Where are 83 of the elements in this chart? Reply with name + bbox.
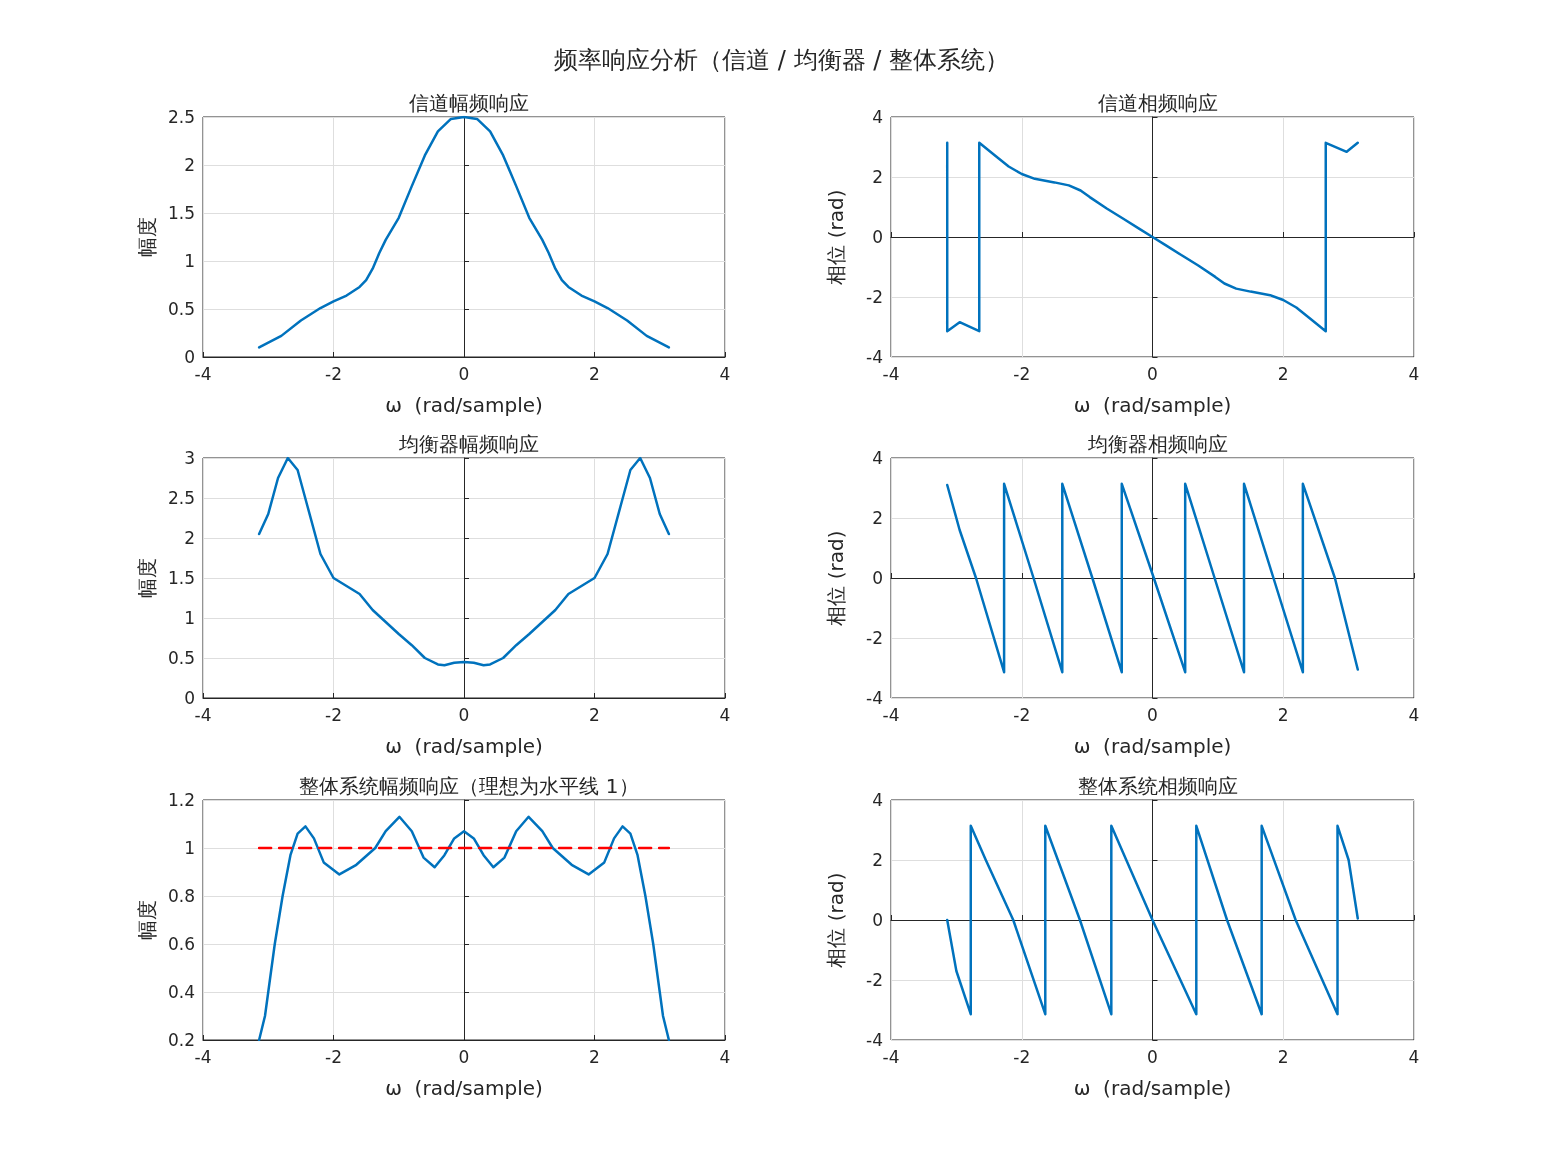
y-tick-label: -4 [866, 688, 883, 708]
x-tick-label: -2 [325, 1046, 342, 1067]
y-tick-label: 0.2 [167, 1030, 195, 1050]
y-tick-label: 2 [872, 167, 883, 187]
y-tick-label: 4 [872, 448, 883, 468]
x-tick-label: 0 [458, 1046, 470, 1067]
y-tick-label: -2 [866, 287, 883, 307]
y-tick-label: 0.8 [167, 886, 195, 906]
chart-title: 信道幅频响应 [409, 91, 529, 115]
x-tick-label: -2 [1013, 704, 1031, 725]
y-tick-label: 0.6 [167, 934, 195, 954]
x-tick-label: 0 [458, 363, 470, 384]
y-tick-label: 0.5 [167, 648, 195, 668]
x-tick-label: -2 [325, 704, 342, 725]
text: 频率响应分析（信道 / 均衡器 / 整体系统） [553, 45, 1010, 76]
chart-title: 信道相频响应 [1097, 91, 1218, 115]
chart-title: 整体系统相频响应 [1077, 774, 1238, 798]
y-tick-label: 0 [184, 347, 195, 367]
x-tick-label: 0 [458, 704, 470, 725]
y-tick-label: 2 [872, 850, 883, 870]
x-axis-title: ω (rad/sample) [385, 1076, 543, 1100]
y-tick-label: 1 [184, 251, 195, 271]
x-tick-label: 2 [589, 704, 600, 725]
y-axis-title: 相位 (rad) [824, 872, 848, 968]
y-tick-label: 1 [184, 838, 195, 858]
line-series [945, 824, 1360, 1016]
x-tick-label: 2 [1277, 1046, 1289, 1067]
y-tick-label: 4 [872, 107, 883, 127]
y-tick-label: 1.5 [167, 568, 195, 588]
x-tick-label: 4 [719, 704, 731, 725]
x-tick-label: 4 [1408, 704, 1420, 725]
y-tick-label: 1.5 [167, 203, 195, 223]
x-axis-title: ω (rad/sample) [1073, 1076, 1232, 1100]
y-tick-label: 0 [872, 910, 883, 930]
chart-title: 均衡器相频响应 [1086, 432, 1228, 456]
x-tick-label: 4 [719, 363, 731, 384]
y-tick-label: 2.5 [167, 107, 195, 127]
x-axis-title: ω (rad/sample) [1073, 734, 1232, 758]
x-tick-label: 2 [589, 363, 600, 384]
y-tick-label: -2 [866, 628, 883, 648]
line-series [257, 115, 671, 349]
y-tick-label: 0 [184, 688, 195, 708]
y-tick-label: 2 [184, 528, 195, 548]
x-tick-label: -2 [1013, 1046, 1031, 1067]
x-tick-label: 0 [1147, 1046, 1158, 1067]
y-tick-label: 3 [184, 448, 195, 468]
line-series [257, 815, 671, 1042]
y-axis-title: 幅度 [135, 900, 160, 940]
y-axis-title: 幅度 [135, 217, 160, 257]
x-tick-label: 0 [1147, 704, 1158, 725]
x-tick-label: -2 [325, 363, 342, 384]
line-series [945, 482, 1360, 674]
y-tick-label: 0 [872, 227, 883, 247]
y-tick-label: -4 [866, 347, 883, 367]
x-tick-label: 2 [1277, 704, 1289, 725]
y-tick-label: 4 [872, 790, 883, 810]
y-tick-label: 2.5 [167, 488, 195, 508]
y-tick-label: 0.4 [167, 982, 195, 1002]
y-axis-title: 幅度 [135, 558, 160, 598]
x-tick-label: 4 [1408, 363, 1420, 384]
line-series [945, 141, 1360, 333]
chart-title: 整体系统幅频响应（理想为水平线 1） [299, 774, 639, 798]
x-axis-title: ω (rad/sample) [385, 734, 543, 758]
y-tick-label: 2 [184, 155, 195, 175]
chart-title: 均衡器幅频响应 [398, 432, 539, 456]
y-tick-label: 0 [872, 568, 883, 588]
y-tick-label: 1.2 [167, 790, 195, 810]
x-tick-label: 2 [1277, 363, 1289, 384]
y-tick-label: -2 [866, 970, 883, 990]
y-tick-label: 2 [872, 508, 883, 528]
y-tick-label: 0.5 [167, 299, 195, 319]
x-axis-title: ω (rad/sample) [385, 393, 543, 417]
x-axis-title: ω (rad/sample) [1073, 393, 1232, 417]
x-tick-label: 0 [1147, 363, 1158, 384]
x-tick-label: 4 [719, 1046, 731, 1067]
y-tick-label: -4 [866, 1030, 883, 1050]
y-axis-title: 相位 (rad) [824, 530, 848, 626]
line-series [257, 456, 671, 667]
y-tick-label: 1 [184, 608, 195, 628]
x-tick-label: -2 [1013, 363, 1031, 384]
x-tick-label: 4 [1408, 1046, 1420, 1067]
y-axis-title: 相位 (rad) [824, 189, 848, 285]
x-tick-label: 2 [589, 1046, 600, 1067]
